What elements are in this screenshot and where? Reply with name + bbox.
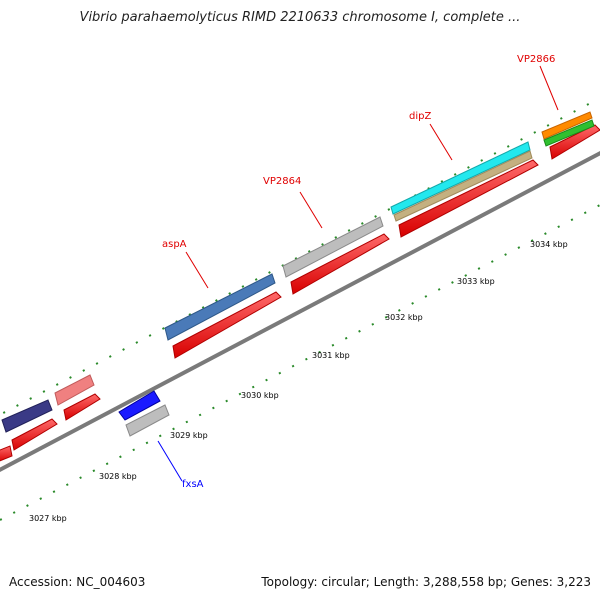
tick-label-3028: 3028 kbp bbox=[99, 472, 137, 481]
leader-aspA bbox=[185, 251, 209, 289]
cds-feature[interactable] bbox=[11, 418, 58, 451]
gene-label-fxsA: fxsA bbox=[182, 479, 204, 490]
chromosome-backbone bbox=[0, 151, 600, 472]
gene-label-aspA: aspA bbox=[162, 239, 187, 250]
gene-feature-fxsA[interactable] bbox=[118, 390, 161, 421]
gene-feature-dipZ-cyan[interactable] bbox=[390, 141, 531, 215]
gene-label-dipZ: dipZ bbox=[409, 111, 431, 122]
gene-feature-VP2866-green[interactable] bbox=[543, 119, 595, 147]
tick-label-3027: 3027 kbp bbox=[29, 514, 67, 523]
gene-feature-navy[interactable] bbox=[1, 399, 53, 433]
tick-label-3033: 3033 kbp bbox=[457, 277, 495, 286]
footer-accession: Accession: NC_004603 bbox=[9, 575, 146, 589]
leader-dipZ bbox=[429, 123, 453, 161]
lower-tick-track bbox=[0, 204, 600, 521]
tick-label-3030: 3030 kbp bbox=[241, 391, 279, 400]
tick-label-3029: 3029 kbp bbox=[170, 431, 208, 440]
cds-feature[interactable] bbox=[172, 291, 282, 359]
cds-feature[interactable] bbox=[398, 159, 539, 238]
gene-feature-dipZ-tan[interactable] bbox=[393, 150, 533, 222]
cds-track bbox=[0, 124, 600, 462]
cds-feature[interactable] bbox=[0, 445, 13, 462]
footer-stats: Topology: circular; Length: 3,288,558 bp… bbox=[261, 575, 591, 589]
map-title: Vibrio parahaemolyticus RIMD 2210633 chr… bbox=[79, 10, 521, 25]
leader-VP2866 bbox=[539, 65, 559, 111]
gene-label-VP2866: VP2866 bbox=[517, 54, 555, 65]
gene-feature-aspA[interactable] bbox=[164, 273, 276, 341]
gene-feature-VP2866-orange[interactable] bbox=[541, 111, 593, 140]
cds-feature[interactable] bbox=[63, 393, 101, 421]
leader-fxsA bbox=[157, 440, 183, 482]
leader-VP2864 bbox=[299, 191, 323, 229]
tick-label-3034: 3034 kbp bbox=[530, 240, 568, 249]
gene-label-VP2864: VP2864 bbox=[263, 176, 301, 187]
cds-feature[interactable] bbox=[290, 233, 390, 295]
tick-label-3032: 3032 kbp bbox=[385, 313, 423, 322]
tick-label-3031: 3031 kbp bbox=[312, 351, 350, 360]
gene-feature-grey-reverse[interactable] bbox=[125, 404, 170, 437]
gene-feature-VP2864[interactable] bbox=[282, 216, 384, 278]
gene-feature-pink[interactable] bbox=[54, 374, 95, 406]
